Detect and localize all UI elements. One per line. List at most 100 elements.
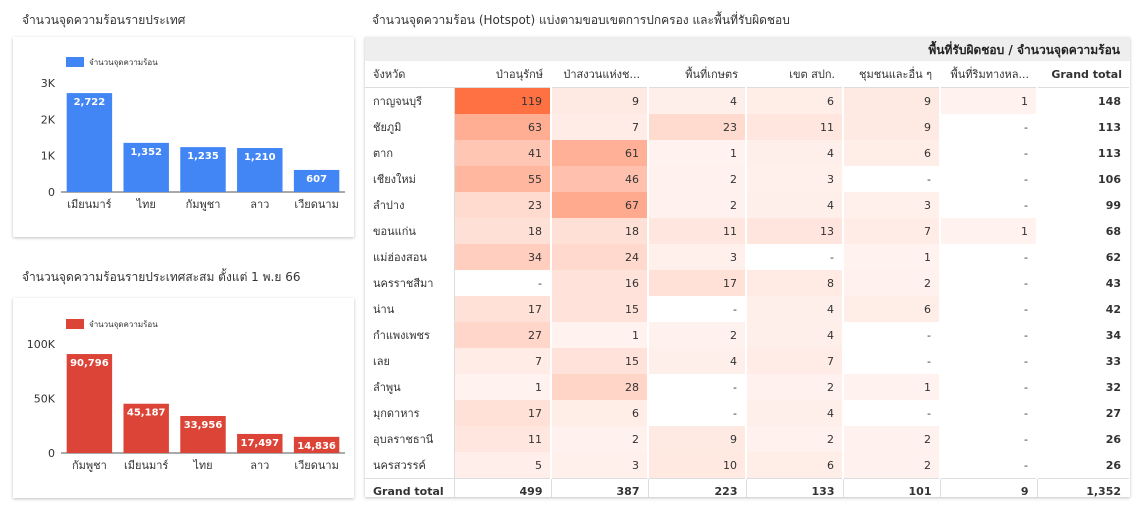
value-cell: 4 — [746, 140, 844, 166]
province-cell: เลย — [365, 348, 455, 374]
row-total-cell: 62 — [1036, 244, 1130, 270]
table-row: นครสวรรค์ 5 3 10 6 2-26 — [365, 452, 1130, 479]
value-cell: 28 — [551, 374, 649, 400]
province-cell: อุบลราชธานี — [365, 426, 455, 452]
value-cell: 9 — [648, 426, 747, 452]
row-total-cell: 26 — [1036, 426, 1130, 452]
column-header[interactable]: ป่าอนุรักษ์ — [454, 61, 551, 88]
chart1-bar — [237, 148, 283, 192]
value-cell: 15 — [551, 348, 649, 374]
value-cell: 63 — [454, 114, 552, 140]
value-cell: 15 — [551, 296, 649, 322]
value-cell: 2 — [648, 322, 747, 348]
value-cell: 18 — [454, 218, 552, 244]
grand-total-cell: 499 — [454, 478, 552, 497]
value-cell: 2 — [746, 426, 844, 452]
grand-total-cell: 387 — [551, 478, 649, 497]
value-cell: 41 — [454, 140, 552, 166]
row-total-cell: 43 — [1036, 270, 1130, 296]
chart1-title: จำนวนจุดความร้อนรายประเทศ — [22, 13, 186, 27]
chart2-xtick-label: ลาว — [250, 459, 269, 472]
pivot-table: จังหวัด ป่าอนุรักษ์ ป่าสงวนแห่งช... พื้นที่… — [365, 61, 1130, 497]
chart2-data-label: 33,956 — [184, 420, 223, 431]
chart1-ytick-label: 3K — [41, 77, 56, 90]
row-total-cell: 99 — [1036, 192, 1130, 218]
value-cell: - — [940, 374, 1038, 400]
chart1-xtick-label: เวียดนาม — [294, 198, 338, 211]
value-cell: - — [940, 452, 1038, 479]
table-row: ขอนแก่น 18 18 11 13 7 1 68 — [365, 218, 1130, 244]
column-header[interactable]: พื้นที่ริมทางหล... — [940, 61, 1037, 88]
column-header[interactable]: พื้นที่เกษตร — [648, 61, 746, 88]
value-cell: 18 — [551, 218, 649, 244]
value-cell: 11 — [454, 426, 552, 452]
value-cell: 6 — [746, 87, 844, 114]
value-cell: 23 — [454, 192, 552, 218]
value-cell: 7 — [843, 218, 941, 244]
chart2-legend-label: จำนวนจุดความร้อน — [89, 320, 158, 329]
chart2-ytick-label: 100K — [27, 338, 56, 351]
row-total-cell: 27 — [1036, 400, 1130, 426]
value-cell: - — [454, 270, 552, 296]
province-cell: ลำปาง — [365, 192, 455, 218]
chart2-xtick-label: กัมพูชา — [72, 459, 107, 472]
province-cell: มุกดาหาร — [365, 400, 455, 426]
value-cell: - — [940, 322, 1038, 348]
table-row: น่าน 17 15-4 6-42 — [365, 296, 1130, 322]
value-cell: 2 — [843, 270, 941, 296]
value-cell: 7 — [746, 348, 844, 374]
chart1-legend-label: จำนวนจุดความร้อน — [89, 58, 158, 67]
chart1-xtick-label: ไทย — [136, 198, 156, 211]
grand-total-cell: 9 — [940, 478, 1038, 497]
province-cell: น่าน — [365, 296, 455, 322]
value-cell: 4 — [746, 400, 844, 426]
row-total-cell: 113 — [1036, 140, 1130, 166]
chart2-xtick-label: เมียนมาร์ — [124, 459, 168, 472]
chart1-bar — [293, 169, 340, 192]
value-cell: 7 — [551, 114, 649, 140]
chart2-bar — [293, 436, 340, 453]
value-cell: - — [648, 400, 747, 426]
chart1-ytick-label: 2K — [41, 113, 56, 126]
chart2-bar — [66, 354, 113, 453]
value-cell: - — [843, 322, 941, 348]
value-cell: 7 — [454, 348, 552, 374]
value-cell: 2 — [648, 166, 747, 192]
row-total-cell: 33 — [1036, 348, 1130, 374]
value-cell: 6 — [843, 296, 941, 322]
value-cell: 34 — [454, 244, 552, 270]
value-cell: 1 — [551, 322, 649, 348]
table-row: เชียงใหม่ 55 46 2 3- -106 — [365, 166, 1130, 192]
column-header[interactable]: เขต สปก. — [746, 61, 843, 88]
chart2-xtick-label: เวียดนาม — [294, 459, 338, 472]
grand-total-row: Grand total 499 387 223 133 101 9 1,352 — [365, 478, 1130, 497]
chart2-data-label: 14,836 — [297, 441, 336, 452]
value-cell: 4 — [746, 296, 844, 322]
column-header[interactable]: ชุมชนและอื่น ๆ — [843, 61, 940, 88]
column-header[interactable]: Grand total — [1037, 61, 1130, 88]
value-cell: 2 — [746, 374, 844, 400]
table-row: ตาก 41 61 1 4 6-113 — [365, 140, 1130, 166]
value-cell: 67 — [551, 192, 649, 218]
value-cell: 1 — [843, 374, 941, 400]
column-header[interactable]: ป่าสงวนแห่งช... — [551, 61, 648, 88]
chart2-ytick-label: 0 — [48, 447, 55, 460]
value-cell: 11 — [746, 114, 844, 140]
column-header[interactable]: จังหวัด — [365, 61, 454, 88]
value-cell: 6 — [843, 140, 941, 166]
value-cell: 2 — [843, 426, 941, 452]
table-row: กาญจนบุรี 119 9 4 6 9 1 148 — [365, 87, 1130, 114]
value-cell: - — [648, 374, 747, 400]
chart1-data-label: 607 — [306, 174, 327, 185]
chart2-title: จำนวนจุดความร้อนรายประเทศสะสม ตั้งแต่ 1 … — [22, 270, 301, 284]
value-cell: 13 — [746, 218, 844, 244]
province-cell: นครราชสีมา — [365, 270, 455, 296]
chart1-bar — [66, 93, 113, 192]
row-total-cell: 106 — [1036, 166, 1130, 192]
table-row: กำแพงเพชร 27 1 2 4- -34 — [365, 322, 1130, 348]
value-cell: 1 — [843, 244, 941, 270]
chart1-card: จำนวนจุดความร้อน 0 1K 2K 3K 2,722 เมียนมาร์ 1,3… — [13, 37, 354, 237]
chart1-legend: จำนวนจุดความร้อน — [66, 57, 158, 67]
row-total-cell: 68 — [1036, 218, 1130, 244]
value-cell: 27 — [454, 322, 552, 348]
